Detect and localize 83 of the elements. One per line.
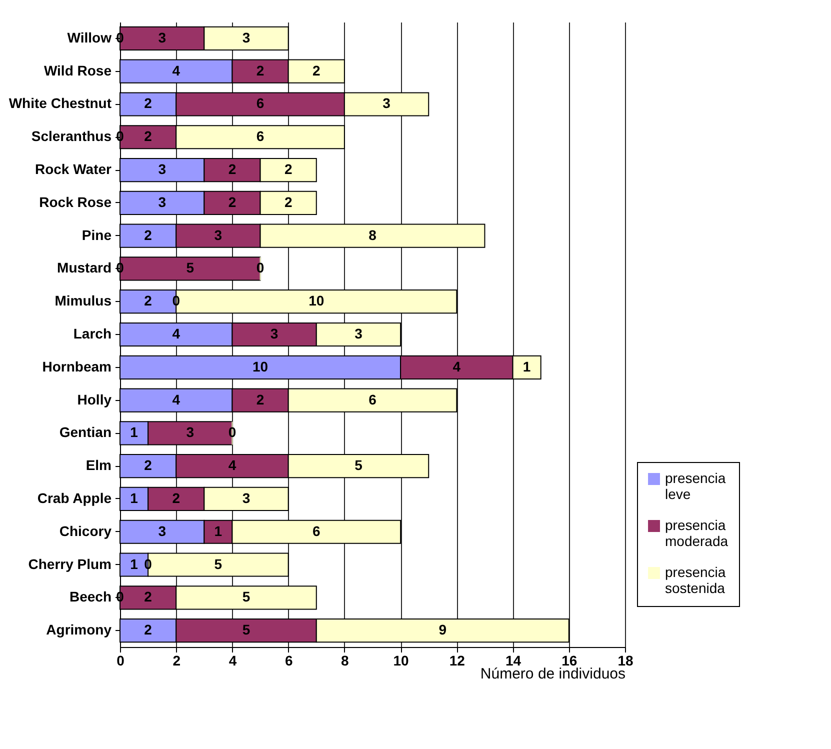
data-label: 3 <box>270 326 278 342</box>
data-label: 0 <box>228 424 236 440</box>
data-label: 1 <box>522 358 531 374</box>
data-label: 5 <box>242 588 250 605</box>
data-label: 6 <box>312 522 320 539</box>
y-tick-label: Pine <box>82 226 112 243</box>
data-label: 9 <box>438 622 447 638</box>
y-tick-label: Holly <box>77 391 112 408</box>
data-label: 4 <box>452 358 461 374</box>
data-label: 2 <box>144 95 152 112</box>
legend-label: presencia sostenida <box>665 564 726 596</box>
data-label: 2 <box>144 457 152 474</box>
data-label: 2 <box>284 194 292 210</box>
x-axis-title: Número de individuos <box>480 666 626 682</box>
y-tick-label: Scleranthus <box>31 128 112 144</box>
x-tick-label: 18 <box>618 652 634 668</box>
data-label: 4 <box>172 326 180 342</box>
y-tick-label: Hornbeam <box>42 358 112 374</box>
data-label: 2 <box>256 62 264 78</box>
data-label: 8 <box>368 226 377 243</box>
y-tick-label: Larch <box>73 326 112 342</box>
data-label: 3 <box>158 194 166 210</box>
y-tick-label: Cherry Plum <box>28 556 112 572</box>
data-label: 1 <box>130 490 138 506</box>
data-label: 1 <box>130 556 138 572</box>
data-label: 2 <box>312 62 320 78</box>
y-tick-label: Agrimony <box>46 622 112 638</box>
data-label: 5 <box>242 622 250 638</box>
data-label: 10 <box>308 292 324 309</box>
data-label: 2 <box>144 588 152 605</box>
data-label: 2 <box>172 490 180 506</box>
y-tick-label: Mimulus <box>54 292 112 309</box>
x-tick-label: 14 <box>505 652 522 668</box>
data-label: 4 <box>228 457 236 474</box>
data-label: 10 <box>252 358 268 374</box>
y-tick-label: Wild Rose <box>44 62 112 78</box>
data-label: 1 <box>130 424 138 440</box>
data-label: 4 <box>172 391 180 408</box>
data-label: 2 <box>144 622 152 638</box>
data-label: 3 <box>158 29 166 46</box>
data-label: 6 <box>368 391 377 408</box>
y-tick-label: Rock Water <box>34 161 112 178</box>
legend-label: presencia moderada <box>665 517 728 549</box>
data-label: 3 <box>242 29 250 46</box>
data-label: 5 <box>186 260 194 276</box>
y-tick-label: Beech <box>69 588 112 605</box>
x-tick-label: 12 <box>449 652 466 668</box>
data-label: 3 <box>214 226 222 243</box>
y-tick-label: White Chestnut <box>8 95 112 112</box>
data-label: 2 <box>228 161 236 178</box>
x-tick-label: 8 <box>341 652 350 668</box>
y-tick-label: Gentian <box>59 424 112 440</box>
data-label: 6 <box>256 95 264 112</box>
data-label: 3 <box>186 424 194 440</box>
data-label: 2 <box>228 194 236 210</box>
data-label: 1 <box>214 522 222 539</box>
data-label: 3 <box>354 326 363 342</box>
data-label: 3 <box>158 522 166 539</box>
y-tick-label: Elm <box>86 457 112 474</box>
y-tick-label: Crab Apple <box>37 490 112 506</box>
data-label: 2 <box>144 128 152 144</box>
x-tick-label: 0 <box>116 652 125 668</box>
y-tick-label: Chicory <box>59 522 112 539</box>
x-tick-label: 16 <box>562 652 578 668</box>
y-tick-label: Willow <box>67 29 112 46</box>
x-tick-label: 10 <box>393 652 410 668</box>
x-tick-label: 6 <box>284 652 293 668</box>
data-label: 6 <box>256 128 264 144</box>
data-label: 2 <box>256 391 264 408</box>
data-label: 3 <box>382 95 391 112</box>
y-tick-label: Rock Rose <box>39 194 112 210</box>
data-label: 5 <box>354 457 363 474</box>
x-tick-label: 2 <box>172 652 181 668</box>
y-tick-label: Mustard <box>57 260 112 276</box>
data-label: 5 <box>214 556 222 572</box>
data-label: 2 <box>144 292 152 309</box>
legend-label: presencia leve <box>665 470 726 502</box>
data-label: 2 <box>284 161 292 178</box>
data-label: 3 <box>158 161 166 178</box>
data-label: 2 <box>144 226 152 243</box>
data-label: 3 <box>242 490 250 506</box>
x-tick-label: 4 <box>228 652 237 668</box>
data-label: 4 <box>172 62 180 78</box>
